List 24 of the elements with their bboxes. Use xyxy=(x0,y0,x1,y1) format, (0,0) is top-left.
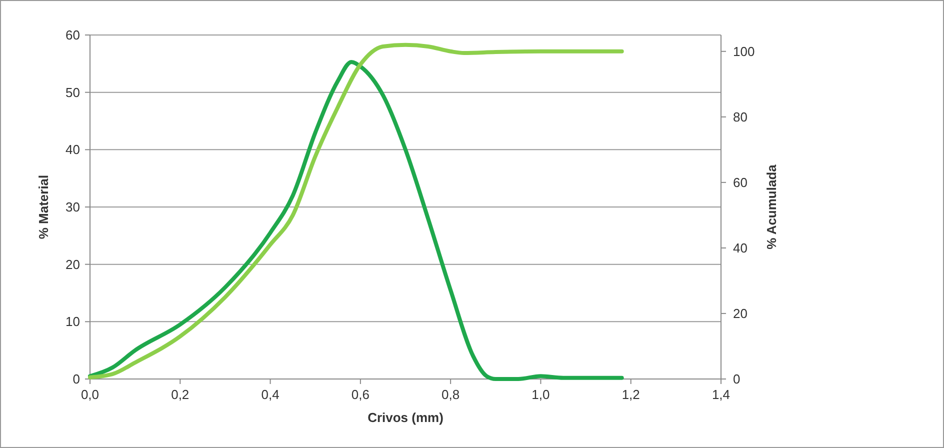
x-tick-label: 1,0 xyxy=(532,387,550,402)
y-tick-label: 30 xyxy=(66,200,80,214)
y2-tick-label: 20 xyxy=(733,306,748,321)
x-tick-label: 1,4 xyxy=(712,387,730,402)
y2-tick-label: 100 xyxy=(733,44,755,59)
y2-tick-label: 60 xyxy=(733,174,748,190)
y-tick-label: 20 xyxy=(66,256,80,272)
x-axis-title: Crivos (mm) xyxy=(368,410,444,425)
y-tick-label: 50 xyxy=(66,84,80,100)
y-axis-title: % Material xyxy=(36,174,51,240)
y-tick-label: 10 xyxy=(66,314,80,330)
x-tick-label: 0,2 xyxy=(171,387,190,402)
x-tick-label: 0,0 xyxy=(80,387,100,402)
y2-axis-title: % Acumulada xyxy=(764,164,779,250)
y-tick-label: 0 xyxy=(72,372,80,386)
y-tick-label: 40 xyxy=(66,142,80,158)
x-tick-label: 0,6 xyxy=(351,387,370,402)
x-tick-label: 0,4 xyxy=(261,387,280,402)
x-tick-label: 1,2 xyxy=(622,387,640,402)
y2-tick-label: 0 xyxy=(733,372,740,386)
x-tick-label: 0,8 xyxy=(442,387,460,402)
y2-tick-label: 80 xyxy=(733,109,748,124)
y2-tick-label: 40 xyxy=(733,240,748,256)
y-tick-label: 60 xyxy=(66,28,80,42)
